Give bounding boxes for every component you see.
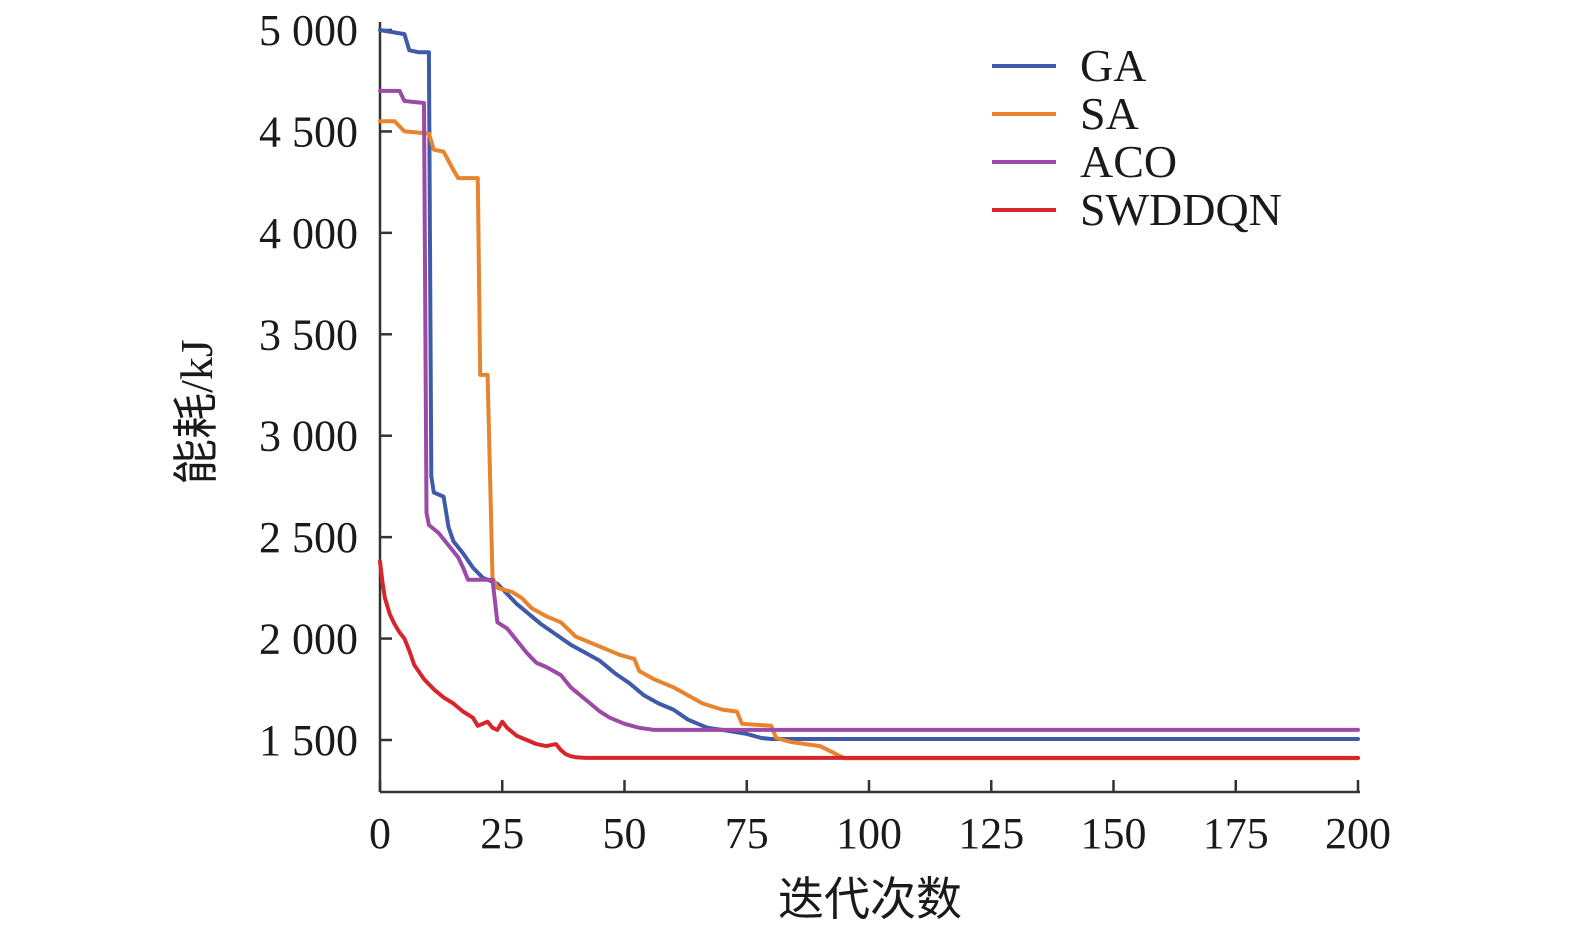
legend-label-aco: ACO [1080,136,1177,187]
series-line-ga [378,28,1360,741]
y-ticks: 1 500 2 000 2 500 3 000 3 500 4 000 4 500 5 000 [259,6,392,765]
x-tick-label: 100 [836,809,902,858]
x-tick-label: 150 [1081,809,1147,858]
x-tick-label: 0 [369,809,391,858]
legend-label-ga: GA [1080,40,1146,91]
legend-label-sa: SA [1080,88,1139,139]
y-tick-label: 5 000 [259,6,358,55]
y-tick-label: 2 500 [259,513,358,562]
y-tick-label: 2 000 [259,615,358,664]
y-tick-label: 3 500 [259,310,358,359]
plot-area: 1 500 2 000 2 500 3 000 3 500 4 000 4 500 5 000… [259,6,1391,858]
x-tick-label: 175 [1203,809,1269,858]
y-tick-label: 4 000 [259,209,358,258]
y-tick-label: 4 500 [259,107,358,156]
x-tick-label: 75 [725,809,769,858]
series-lines [378,28,1360,761]
legend-label-swddqn: SWDDQN [1080,184,1282,235]
x-axis-title: 迭代次数 [778,874,962,925]
x-tick-label: 200 [1325,809,1391,858]
series-line-sa [378,119,1360,761]
x-tick-label: 50 [603,809,647,858]
y-tick-label: 3 000 [259,412,358,461]
y-tick-label: 1 500 [259,716,358,765]
x-tick-label: 125 [958,809,1024,858]
x-tick-label: 25 [480,809,524,858]
y-axis-title: 能耗/kJ [171,339,222,485]
x-ticks: 0 25 50 75 100 125 150 175 200 [369,780,1391,858]
series-line-aco [378,88,1360,732]
series-line-swddqn [378,559,1360,760]
